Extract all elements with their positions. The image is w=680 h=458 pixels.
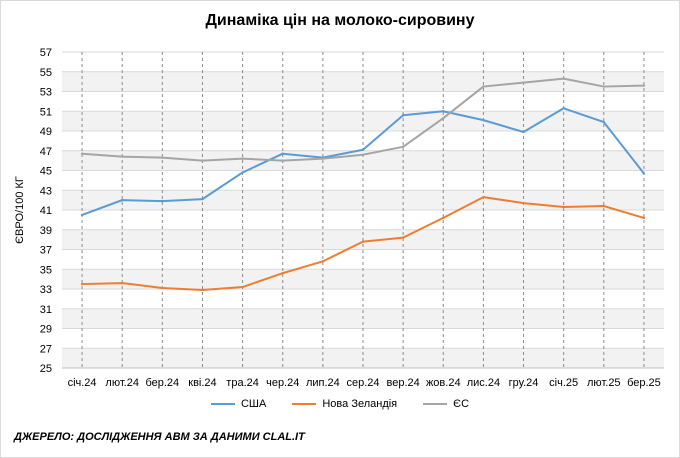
data-point-eu <box>361 153 365 156</box>
y-tick-label: 49 <box>40 126 52 138</box>
x-tick-label: лют.24 <box>105 377 139 389</box>
data-point-new-zealand <box>241 285 244 289</box>
data-point-usa <box>161 199 164 203</box>
y-tick-label: 45 <box>40 166 52 178</box>
grid-band <box>62 190 664 210</box>
data-point-usa <box>522 130 525 134</box>
data-point-usa <box>80 213 84 217</box>
x-tick-label: вер.24 <box>387 377 420 389</box>
grid-band <box>62 269 664 289</box>
x-tick-label: кві.24 <box>188 377 216 389</box>
data-point-eu <box>642 84 646 87</box>
legend-label: США <box>240 398 267 410</box>
chart-title: Динаміка цін на молоко-сировину <box>205 12 475 29</box>
x-tick-label: гру.24 <box>509 377 539 389</box>
data-point-usa <box>482 118 485 122</box>
data-point-new-zealand <box>642 216 646 220</box>
data-point-usa <box>401 114 405 117</box>
x-tick-label: січ.24 <box>68 377 97 389</box>
data-point-usa <box>241 171 244 174</box>
data-point-new-zealand <box>401 236 405 239</box>
legend-swatch <box>423 403 448 405</box>
y-tick-label: 55 <box>40 67 52 79</box>
y-tick-label: 51 <box>40 106 52 118</box>
grid-band <box>62 111 664 131</box>
y-tick-label: 25 <box>40 363 52 375</box>
legend-label: ЄС <box>453 398 470 410</box>
x-tick-label: лип.24 <box>306 377 340 389</box>
y-tick-label: 41 <box>40 205 52 217</box>
legend-label: Нова Зеландія <box>322 398 398 410</box>
data-point-new-zealand <box>442 216 445 220</box>
data-point-eu <box>80 152 84 155</box>
y-tick-label: 39 <box>40 225 52 237</box>
x-tick-label: січ.25 <box>549 377 578 389</box>
data-point-eu <box>602 85 605 88</box>
data-point-new-zealand <box>161 286 164 290</box>
y-tick-label: 35 <box>40 264 52 276</box>
data-point-eu <box>442 116 445 120</box>
data-point-eu <box>201 159 204 162</box>
data-point-usa <box>602 120 605 124</box>
x-tick-label: сер.24 <box>346 377 379 389</box>
legend-item: США <box>210 398 267 410</box>
y-tick-label: 33 <box>40 284 52 296</box>
data-point-eu <box>241 157 244 160</box>
y-tick-label: 43 <box>40 185 52 197</box>
data-point-new-zealand <box>602 204 605 208</box>
legend: США Нова Зеландія ЄС <box>0 398 680 410</box>
data-point-new-zealand <box>121 281 124 285</box>
data-point-eu <box>321 157 325 160</box>
y-tick-label: 29 <box>40 324 52 336</box>
data-point-eu <box>161 156 164 159</box>
data-point-usa <box>281 152 284 155</box>
grid-band <box>62 71 664 92</box>
data-point-usa <box>361 148 365 151</box>
y-tick-label: 31 <box>40 304 52 316</box>
legend-item: Нова Зеландія <box>292 398 397 410</box>
x-tick-label: лис.24 <box>467 377 500 389</box>
data-point-eu <box>482 85 485 88</box>
x-tick-label: жов.24 <box>426 377 461 389</box>
data-point-new-zealand <box>201 288 204 292</box>
data-point-eu <box>562 77 565 80</box>
y-tick-label: 57 <box>40 47 52 59</box>
data-point-usa <box>201 197 204 201</box>
x-tick-label: лют.25 <box>587 377 621 389</box>
legend-swatch <box>210 403 235 405</box>
data-point-usa <box>642 172 646 175</box>
x-tick-label: тра.24 <box>226 377 259 389</box>
y-tick-label: 47 <box>40 146 52 158</box>
data-point-eu <box>121 155 124 158</box>
legend-swatch <box>292 403 317 405</box>
data-point-usa <box>442 110 445 113</box>
data-point-new-zealand <box>562 205 565 209</box>
data-point-eu <box>401 145 405 148</box>
data-point-new-zealand <box>482 195 485 199</box>
data-point-new-zealand <box>80 282 84 286</box>
data-point-new-zealand <box>281 272 284 275</box>
y-tick-label: 53 <box>40 87 52 99</box>
data-point-usa <box>562 107 565 110</box>
source-note: ДЖЕРЕЛО: ДОСЛІДЖЕННЯ АВМ ЗА ДАНИМИ CLAL.… <box>14 431 305 443</box>
x-tick-label: бер.24 <box>145 377 179 389</box>
x-tick-label: чер.24 <box>266 377 299 389</box>
data-point-eu <box>522 81 525 84</box>
x-tick-label: бер.25 <box>627 377 661 389</box>
data-point-eu <box>281 159 284 162</box>
data-point-new-zealand <box>321 260 325 263</box>
data-point-usa <box>121 198 124 202</box>
y-tick-label: 37 <box>40 245 52 257</box>
data-point-new-zealand <box>522 201 525 205</box>
y-tick-label: 27 <box>40 343 52 355</box>
legend-item: ЄС <box>423 398 469 410</box>
data-point-new-zealand <box>361 240 365 243</box>
